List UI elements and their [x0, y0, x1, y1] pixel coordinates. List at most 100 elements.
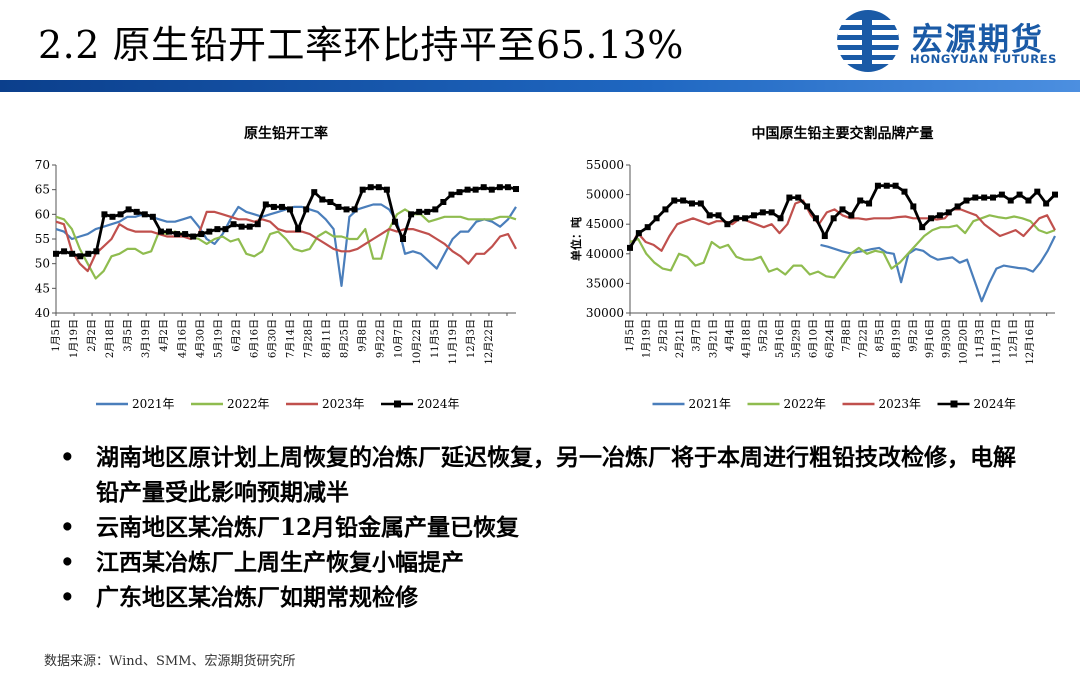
logo-name-en: HONGYUAN FUTURES: [910, 52, 1058, 66]
series-marker: [101, 211, 108, 218]
series-marker: [408, 211, 415, 218]
bullet-dot: •: [60, 584, 75, 611]
series-marker: [472, 186, 479, 193]
y-tick-label: 65: [35, 183, 50, 197]
series-marker: [254, 221, 261, 228]
series-marker: [804, 203, 811, 210]
legend-label: 2023年: [879, 397, 922, 411]
x-tick-label: 11月3日: [974, 319, 986, 358]
x-tick-label: 6月30日: [266, 319, 278, 358]
bullet-item: • 江西某冶炼厂上周生产恢复小幅提产: [60, 545, 1020, 580]
data-source-note: 数据来源：Wind、SMM、宏源期货研究所: [44, 654, 296, 669]
series-marker: [174, 231, 181, 238]
x-tick-label: 9月16日: [924, 319, 936, 358]
y-tick-label: 70: [35, 158, 50, 172]
legend-label: 2021年: [689, 397, 732, 411]
legend-marker: [950, 400, 958, 408]
series-marker: [416, 208, 423, 215]
series-marker: [653, 215, 660, 222]
series-marker: [688, 200, 695, 207]
series-marker: [61, 248, 68, 255]
series-marker: [93, 248, 100, 255]
series-marker: [77, 253, 84, 260]
series-marker: [857, 197, 864, 204]
y-tick-label: 40: [35, 306, 50, 320]
series-marker: [424, 208, 431, 215]
series-marker: [149, 213, 156, 220]
x-tick-label: 3月7日: [691, 319, 703, 352]
x-tick-label: 6月24日: [824, 319, 836, 358]
chart-svg: 原生铅开工率 40 45 50 55 60 65 70 1月5日 1月19日 2月2日 2月18日 3月…: [35, 125, 519, 411]
x-tick-label: 8月11日: [321, 319, 333, 358]
logo-name-cn: 宏源期货: [912, 22, 1044, 58]
chart-title: 原生铅开工率: [244, 125, 328, 142]
x-tick-label: 3月5日: [122, 319, 134, 352]
series-marker: [335, 203, 342, 210]
x-tick-label: 12月1日: [1007, 319, 1019, 358]
series-marker: [383, 186, 390, 193]
x-tick-label: 7月8日: [841, 319, 853, 352]
legend-label: 2023年: [322, 397, 365, 411]
legend-label: 2022年: [227, 397, 270, 411]
series-marker: [1025, 197, 1032, 204]
series-marker: [125, 206, 132, 213]
series-marker: [697, 200, 704, 207]
series-line-2021年: [820, 235, 1056, 303]
header-divider-bar: [0, 80, 1080, 92]
series-line-2024年: [55, 185, 517, 258]
series-marker: [839, 206, 846, 213]
x-tick-label: 9月30日: [941, 319, 953, 358]
x-tick-label: 11月17日: [991, 319, 1003, 364]
series-marker: [504, 184, 511, 191]
series-marker: [990, 194, 997, 201]
series-marker: [901, 188, 908, 195]
series-marker: [928, 215, 935, 222]
series-marker: [892, 182, 899, 189]
y-tick-label: 35000: [586, 276, 624, 290]
series-marker: [1052, 191, 1058, 198]
series-marker: [206, 228, 213, 235]
series-marker: [69, 250, 76, 257]
x-tick-label: 3月19日: [140, 319, 152, 358]
series-marker: [182, 231, 189, 238]
series-marker: [963, 197, 970, 204]
series-marker: [141, 211, 148, 218]
series-marker: [706, 212, 713, 219]
logo-globe-icon: [837, 10, 899, 72]
series-marker: [830, 215, 837, 222]
bullet-dot: •: [60, 514, 75, 541]
series-marker: [680, 197, 687, 204]
x-tick-label: 6月10日: [807, 319, 819, 358]
series-marker: [391, 218, 398, 225]
series-marker: [464, 186, 471, 193]
series-marker: [327, 199, 334, 205]
x-tick-label: 12月16日: [1024, 319, 1036, 364]
x-tick-label: 9月8日: [357, 319, 369, 352]
series-marker: [85, 250, 92, 257]
x-tick-label: 1月19日: [68, 319, 80, 358]
x-tick-label: 5月19日: [212, 319, 224, 358]
x-tick-label: 8月25日: [339, 319, 351, 358]
series-marker: [456, 189, 463, 196]
x-tick-label: 1月19日: [641, 319, 653, 358]
x-tick-label: 4月16日: [176, 319, 188, 358]
x-tick-label: 7月22日: [857, 319, 869, 358]
series-marker: [133, 208, 140, 215]
y-tick-label: 60: [35, 207, 50, 221]
series-marker: [742, 215, 749, 222]
chart-title: 中国原生铅主要交割品牌产量: [752, 125, 934, 142]
series-marker: [954, 203, 961, 210]
series-marker: [287, 206, 294, 213]
x-tick-label: 10月7日: [393, 319, 405, 358]
series-marker: [214, 226, 221, 233]
series-marker: [488, 186, 495, 193]
series-marker: [109, 213, 116, 220]
series-marker: [157, 228, 164, 235]
series-marker: [812, 215, 819, 222]
x-tick-label: 6月16日: [248, 319, 260, 358]
series-marker: [945, 209, 952, 216]
x-tick-label: 8月19日: [891, 319, 903, 358]
y-tick-label: 55000: [586, 158, 624, 172]
legend-label: 2024年: [417, 397, 460, 411]
series-marker: [1007, 197, 1014, 204]
